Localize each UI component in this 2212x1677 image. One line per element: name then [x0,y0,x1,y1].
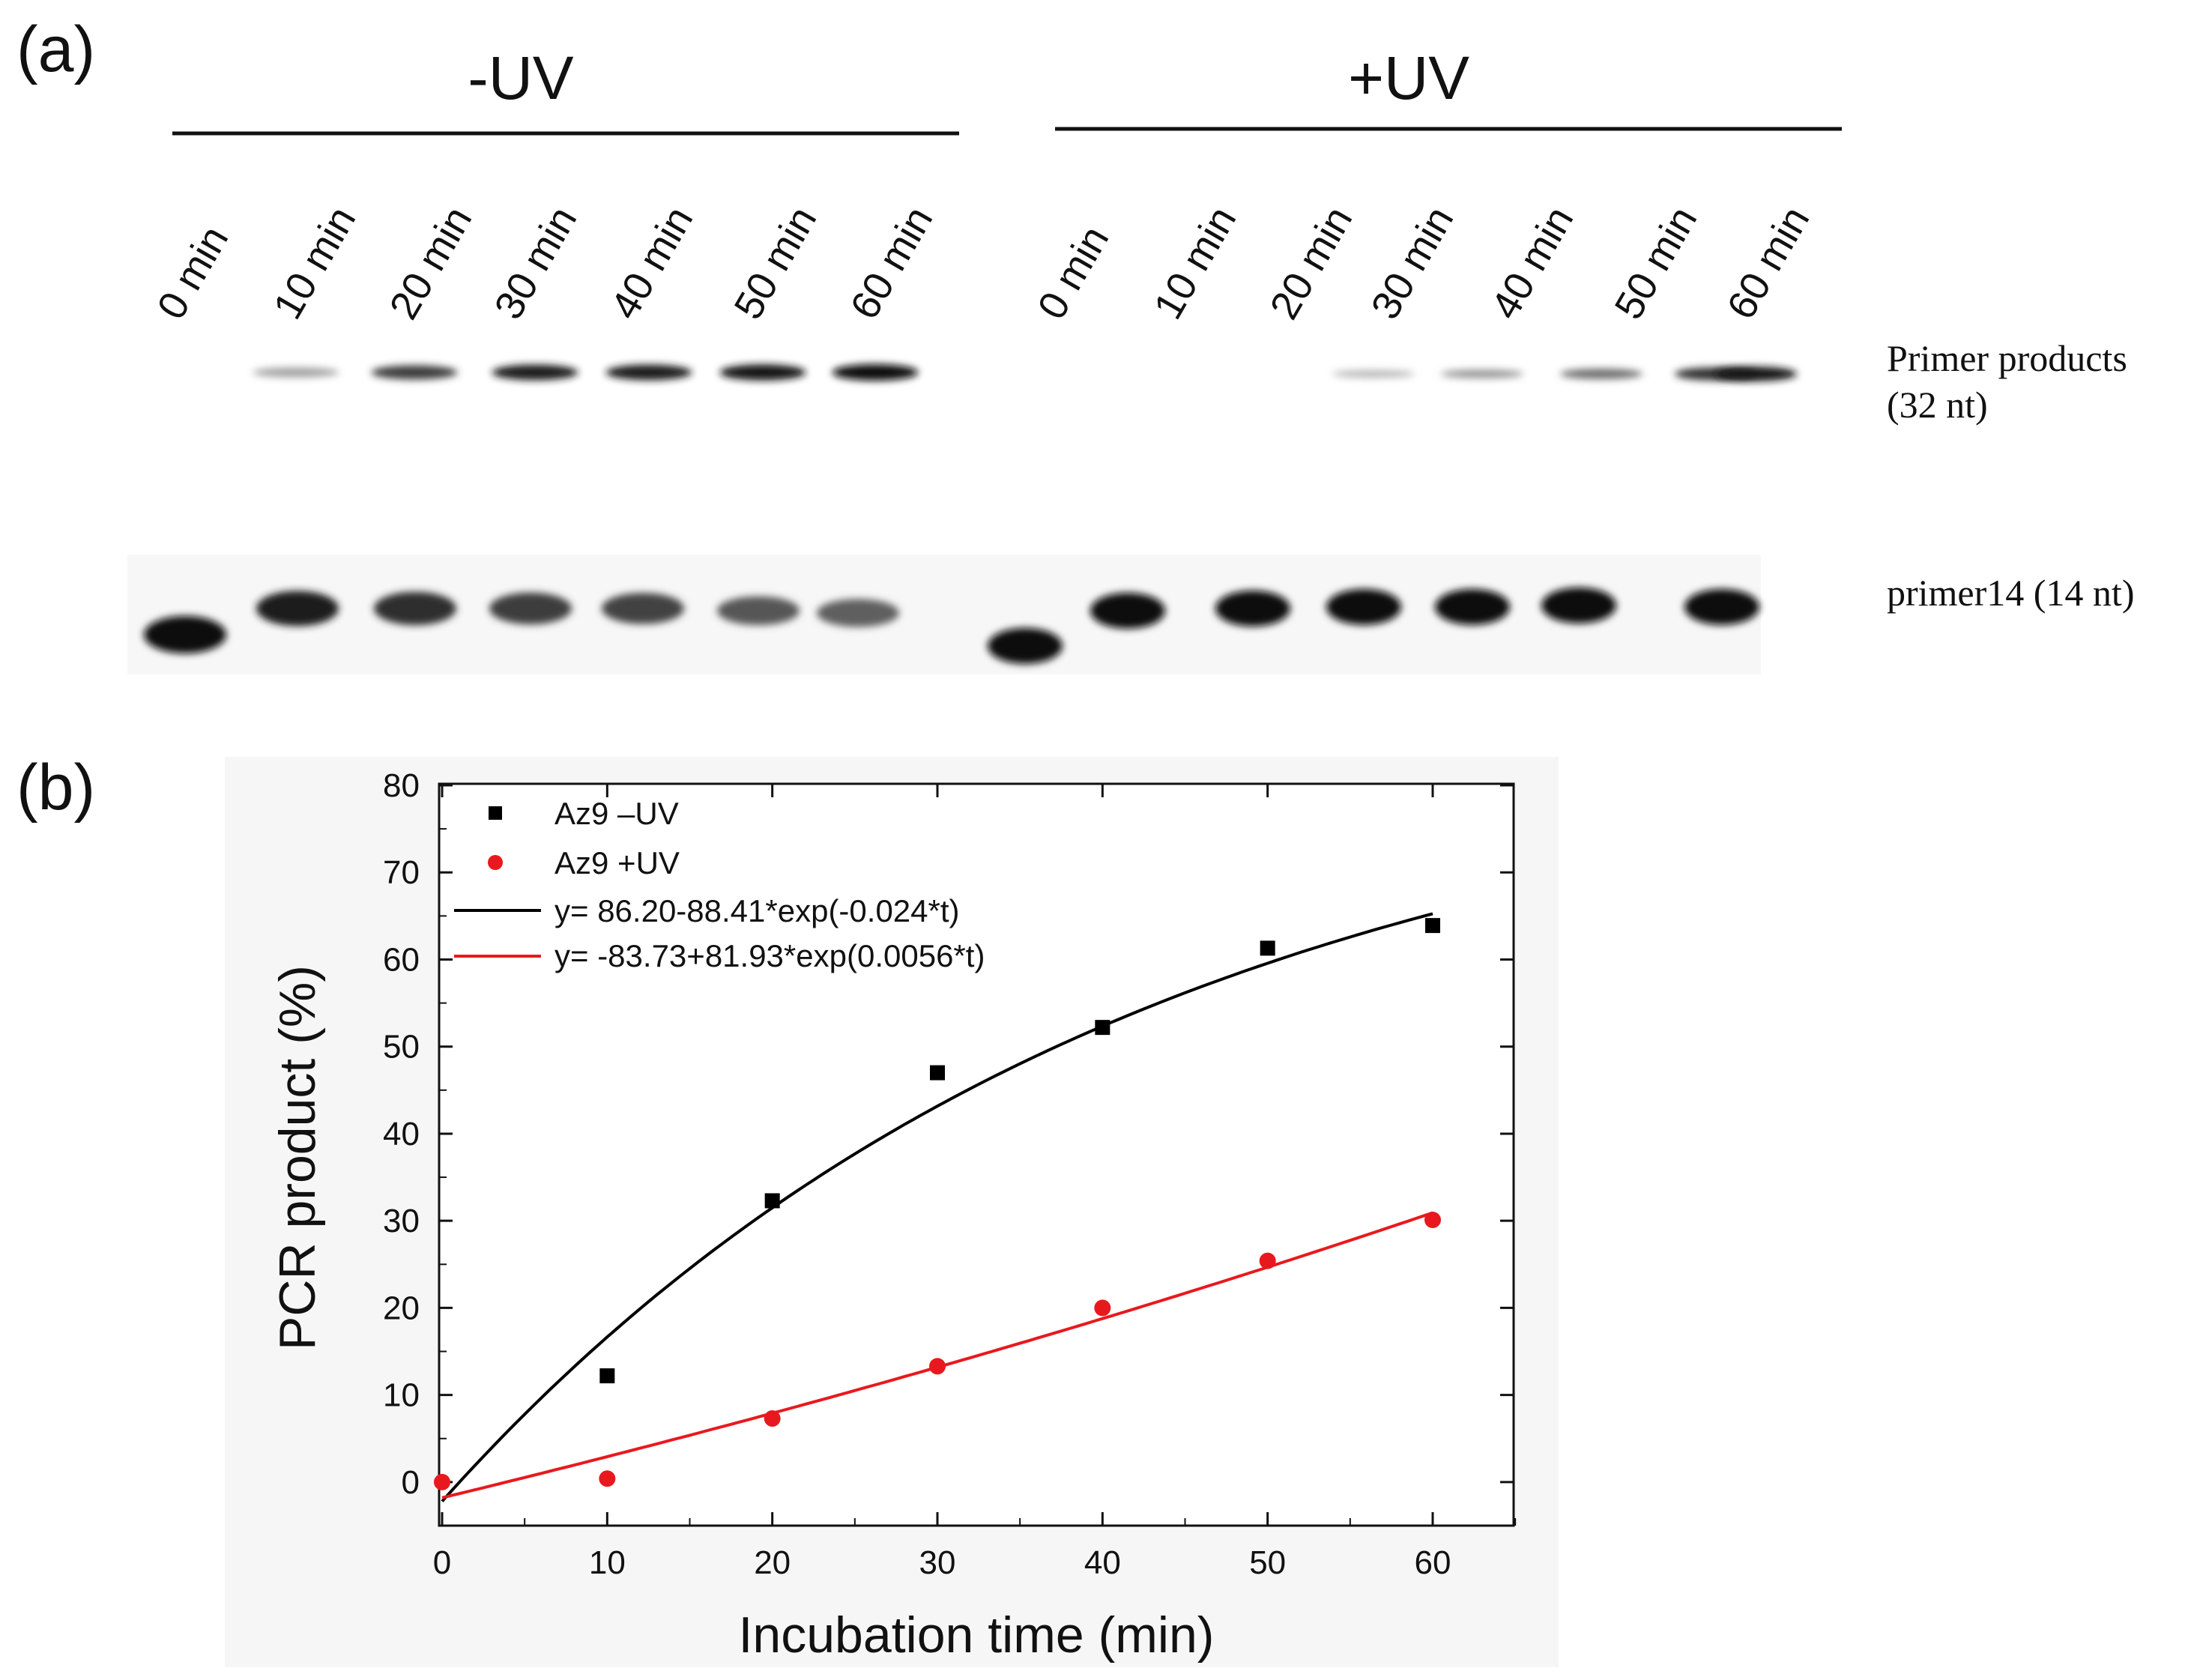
legend-series2: Az9 +UV [554,845,680,880]
y-tick-label-40: 40 [383,1116,420,1152]
product-band-plus-2 [1332,370,1415,378]
band-label-products-size: (32 nt) [1887,384,1988,426]
primer-band-minus-6 [817,599,899,627]
marker-series1-0 [599,1368,615,1384]
plus-uv-label: +UV [1348,44,1469,112]
marker-series2-0 [434,1473,450,1490]
primer-band-minus-4 [602,593,684,624]
marker-series1-4 [1260,940,1275,956]
primer-band-plus-0 [988,628,1063,664]
x-tick-label-40: 40 [1084,1544,1121,1581]
marker-series1-5 [1425,918,1440,934]
y-tick-label-50: 50 [383,1029,420,1066]
primer-band-plus-1 [1090,593,1165,629]
x-tick-label-0: 0 [433,1544,451,1581]
lane-label-plus-6: 60 min [1718,199,1818,327]
marker-series2-6 [1424,1212,1441,1229]
marker-series2-4 [1094,1299,1111,1317]
band-label-primer: primer14 (14 nt) [1887,572,2134,614]
product-band-minus-6 [832,364,919,381]
lane-label-minus-0: 0 min [148,219,237,327]
y-tick-label-60: 60 [383,941,420,978]
primer-band-plus-5 [1541,587,1616,623]
primer-band-minus-2 [374,591,456,626]
lane-label-plus-0: 0 min [1029,219,1117,327]
legend-marker-square [489,806,502,820]
primer-band-plus-2 [1215,590,1290,626]
marker-series1-1 [764,1193,780,1209]
lane-label-minus-3: 30 min [486,199,585,327]
lane-label-plus-5: 50 min [1606,199,1705,327]
panel-a-label: (a) [16,13,95,85]
product-band-minus-4 [605,364,692,381]
marker-series1-2 [930,1065,945,1081]
primer-band-minus-0 [144,616,226,653]
x-tick-label-60: 60 [1415,1544,1451,1581]
x-tick-label-30: 30 [919,1544,956,1581]
legend-fit1: y= 86.20-88.41*exp(-0.024*t) [554,893,960,928]
panel-a: (a) -UV +UV 0 min 10 min 20 min 30 min 40 mi… [16,13,2134,674]
y-tick-label-30: 30 [383,1203,420,1239]
product-band-minus-3 [492,364,578,381]
x-tick-label-20: 20 [754,1544,791,1581]
panel-b: (b) 0 10 20 30 40 50 60 70 80 0 10 20 30 40 50 60 Az9 –… [16,752,1559,1667]
primer-band-plus-4 [1435,589,1510,625]
band-label-products: Primer products [1887,337,2127,379]
lane-label-minus-4: 40 min [602,199,701,327]
x-axis-label: Incubation time (min) [739,1607,1215,1664]
product-band-minus-5 [719,364,806,381]
panel-b-label: (b) [16,752,95,824]
y-tick-label-80: 80 [383,767,420,804]
data-markers [434,918,1441,1490]
x-tick-label-10: 10 [589,1544,626,1581]
marker-series2-3 [929,1358,946,1375]
y-tick-label-70: 70 [383,854,420,891]
gel-bands [144,364,1797,664]
marker-series2-1 [599,1470,616,1487]
legend-fit2: y= -83.73+81.93*exp(0.0056*t) [554,938,985,973]
x-tick-label-50: 50 [1249,1544,1286,1581]
fit-line-1 [441,912,1433,1502]
minus-uv-label: -UV [468,44,574,112]
lane-label-plus-4: 40 min [1482,199,1582,327]
primer-band-minus-3 [489,592,572,625]
product-band-plus-6 [1714,366,1797,381]
product-band-plus-3 [1441,369,1523,378]
lane-label-plus-1: 10 min [1145,199,1245,327]
marker-series2-2 [764,1410,781,1427]
lane-label-minus-5: 50 min [725,199,825,327]
legend-series1: Az9 –UV [554,796,679,831]
gel-background [127,555,1761,674]
lane-label-plus-2: 20 min [1261,199,1361,327]
primer-band-plus-6 [1684,589,1759,625]
lane-label-minus-1: 10 min [265,199,364,327]
plot-frame [438,782,1515,1527]
lane-labels: 0 min 10 min 20 min 30 min 40 min 50 min 60 mi… [148,199,1818,327]
y-axis-label: PCR product (%) [269,965,326,1350]
product-band-minus-1 [253,367,339,378]
legend: Az9 –UV Az9 +UV y= 86.20-88.41*exp(-0.02… [454,796,985,973]
y-tick-label-10: 10 [383,1377,420,1414]
marker-series1-3 [1095,1020,1110,1036]
axes: 0 10 20 30 40 50 60 70 80 0 10 20 30 40 50 60 [383,767,1517,1581]
primer-band-minus-1 [256,590,339,626]
y-tick-label-0: 0 [402,1464,420,1501]
product-band-plus-4 [1560,369,1643,379]
lane-label-plus-3: 30 min [1362,199,1462,327]
legend-marker-circle [488,855,503,870]
lane-label-minus-2: 20 min [381,199,480,327]
marker-series2-5 [1259,1252,1276,1269]
lane-label-minus-6: 60 min [841,199,941,327]
y-tick-label-20: 20 [383,1290,420,1326]
primer-band-plus-3 [1326,589,1401,625]
primer-band-minus-5 [717,596,800,626]
product-band-minus-2 [371,365,458,380]
